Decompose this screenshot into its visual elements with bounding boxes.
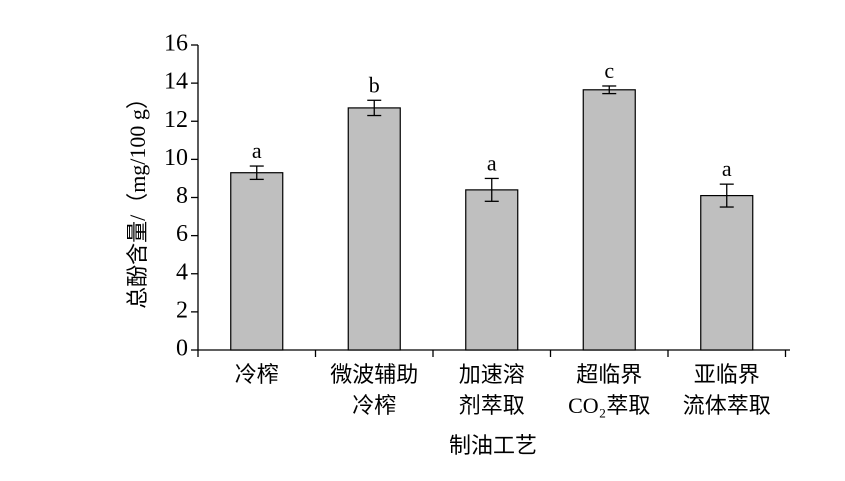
error-bar xyxy=(484,177,499,202)
x-tick-label-line: CO₂萃取 xyxy=(568,393,650,418)
y-tick-label: 14 xyxy=(164,69,188,95)
y-tick-label: 4 xyxy=(176,259,188,285)
x-tick-label-line: 超临界 xyxy=(576,362,642,387)
x-tick-label-line: 流体萃取 xyxy=(683,393,771,418)
bar xyxy=(700,194,754,351)
x-tick-label-line: 剂萃取 xyxy=(459,393,525,418)
y-tick-label: 6 xyxy=(176,221,188,247)
x-tick-label: 亚临界流体萃取 xyxy=(683,362,771,418)
x-tick-label: 微波辅助冷榨 xyxy=(330,362,418,418)
error-bar xyxy=(602,85,617,95)
error-bar xyxy=(719,183,734,208)
y-tick-label: 10 xyxy=(164,145,188,171)
y-axis-label: 总酚含量/（mg/100 g） xyxy=(125,87,150,309)
x-tick-label: 加速溶剂萃取 xyxy=(459,362,525,418)
significance-letter: c xyxy=(604,58,614,83)
x-tick-label-line: 冷榨 xyxy=(352,393,396,418)
error-bar xyxy=(367,99,382,117)
x-axis-label: 制油工艺 xyxy=(449,433,537,458)
significance-letter: a xyxy=(252,138,262,163)
significance-letter: b xyxy=(369,72,380,97)
bar xyxy=(582,89,636,351)
x-tick-label-line: 冷榨 xyxy=(235,362,279,387)
y-tick-label: 8 xyxy=(176,183,188,209)
x-tick-label-line: 加速溶 xyxy=(459,362,525,387)
error-bar xyxy=(249,165,264,181)
significance-letter: a xyxy=(487,150,497,175)
y-tick-label: 12 xyxy=(164,107,188,133)
significance-letter: a xyxy=(722,156,732,181)
x-tick-label-line: 亚临界 xyxy=(694,362,760,387)
y-tick-label: 0 xyxy=(176,336,188,362)
x-tick-label: 冷榨 xyxy=(235,362,279,387)
bar xyxy=(230,172,284,351)
bar xyxy=(465,189,519,351)
y-tick-label: 2 xyxy=(176,297,188,323)
y-tick-label: 16 xyxy=(164,31,188,57)
x-tick-label: 超临界 CO₂萃取 xyxy=(568,362,650,418)
bar xyxy=(347,107,401,351)
x-tick-label-line: 微波辅助 xyxy=(330,362,418,387)
